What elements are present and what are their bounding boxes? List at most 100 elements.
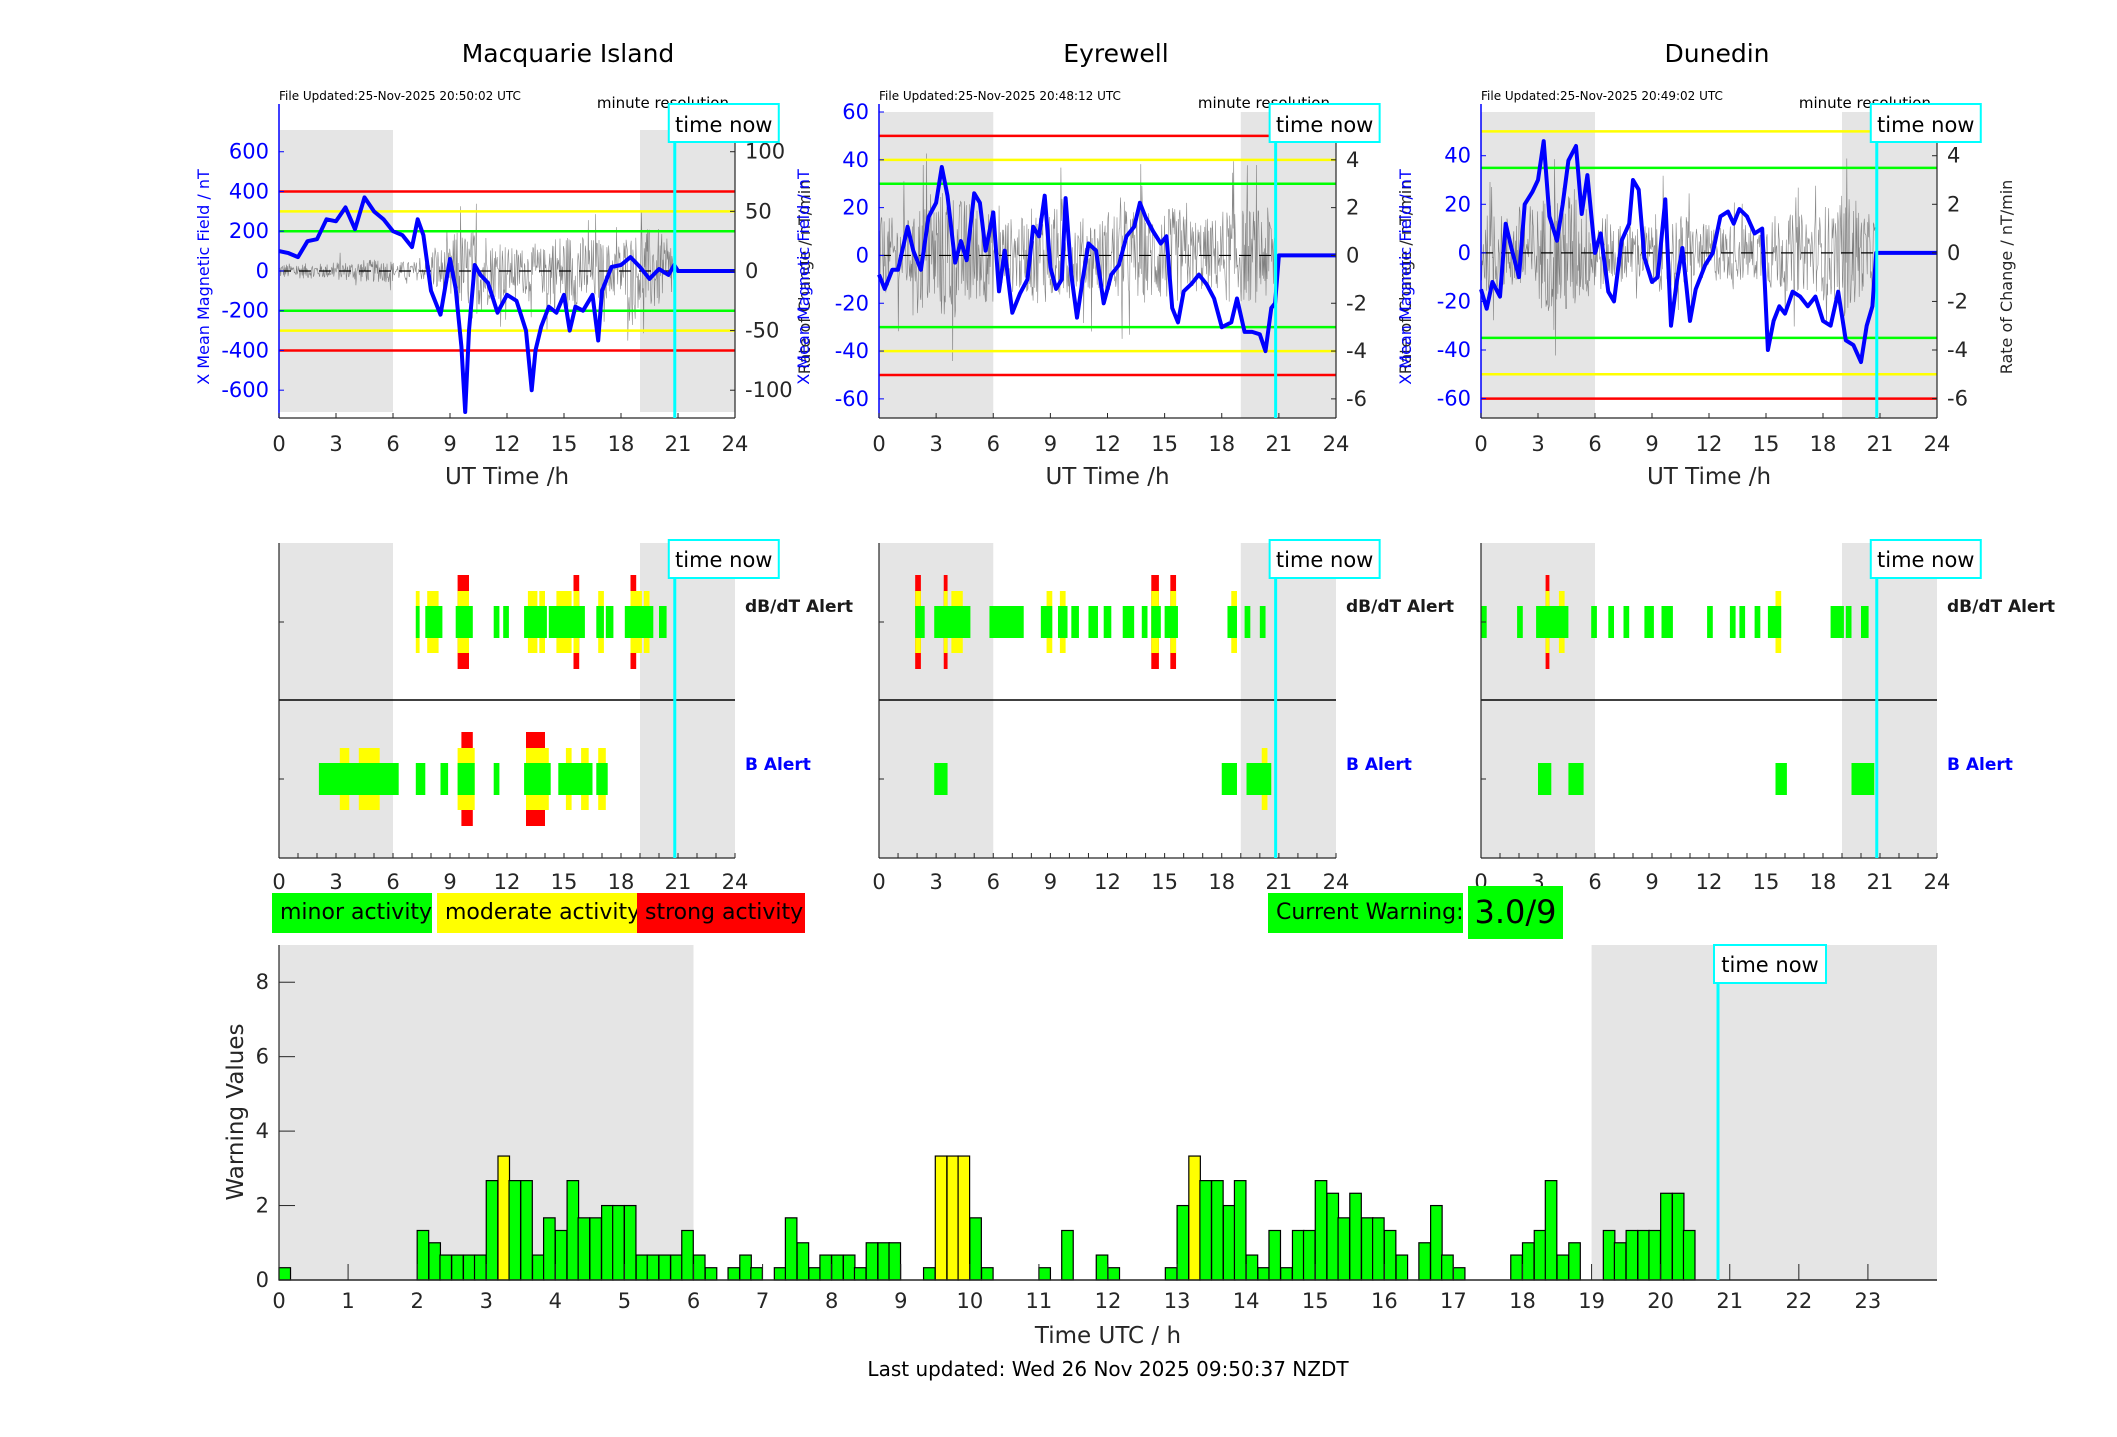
b-alert-label: B Alert bbox=[1346, 755, 1412, 775]
time-now-label: time now bbox=[675, 548, 772, 572]
x-tick-label: 18 bbox=[608, 870, 635, 894]
y-tick-label: 20 bbox=[842, 196, 869, 220]
time-now-box bbox=[1869, 103, 1982, 143]
x-tick-label: 15 bbox=[551, 432, 578, 456]
alert-panel-macquarie: 0 3 6 9 12 15 18 21 24 dB/dT Alert B Alert time now bbox=[272, 539, 853, 894]
warning-histogram: Time UTC / h Warning Values Last updated… bbox=[223, 944, 1937, 1381]
alert-segment-minor bbox=[989, 606, 1024, 638]
x-tick-label: 24 bbox=[1924, 432, 1951, 456]
y2-tick-label: -50 bbox=[745, 319, 779, 343]
alert-segment-minor bbox=[548, 606, 585, 638]
x-tick-label: 23 bbox=[1855, 1289, 1882, 1313]
warning-bar bbox=[1326, 1192, 1340, 1281]
x-tick-label: 21 bbox=[1266, 432, 1293, 456]
x-tick-label: 6 bbox=[1588, 432, 1601, 456]
dbdt-alert-label: dB/dT Alert bbox=[745, 597, 853, 617]
warning-bar bbox=[508, 1180, 522, 1281]
y-tick-label: 0 bbox=[856, 243, 869, 267]
warning-bar bbox=[589, 1217, 602, 1281]
x-tick-label: 21 bbox=[1867, 432, 1894, 456]
rate-of-change-series bbox=[878, 153, 1276, 362]
y-tick-label: 8 bbox=[256, 970, 269, 994]
time-now-label: time now bbox=[1877, 113, 1974, 137]
alert-segment-minor bbox=[1767, 606, 1782, 638]
x-tick-label: 6 bbox=[386, 432, 399, 456]
legend-minor-activity: minor activity bbox=[272, 893, 432, 933]
x-tick-label: 12 bbox=[1095, 1289, 1122, 1313]
warning-bar bbox=[1302, 1229, 1316, 1281]
x-tick-label: 18 bbox=[1509, 1289, 1536, 1313]
warning-bar bbox=[1245, 1254, 1259, 1281]
warning-bar bbox=[670, 1254, 683, 1281]
x-tick-label: 8 bbox=[825, 1289, 838, 1313]
x-tick-label: 1 bbox=[341, 1289, 354, 1313]
alert-segment-minor bbox=[455, 606, 473, 638]
alert-segment-minor bbox=[1591, 606, 1597, 638]
x-tick-label: 21 bbox=[1266, 870, 1293, 894]
warning-bar bbox=[1280, 1267, 1293, 1281]
station-plot-eyrewell: Eyrewell File Updated:25-Nov-2025 20:48:… bbox=[794, 39, 1415, 490]
last-updated-footer: Last updated: Wed 26 Nov 2025 09:50:37 N… bbox=[867, 1357, 1349, 1381]
x-tick-label: 0 bbox=[872, 432, 885, 456]
x-tick-label: 15 bbox=[1151, 432, 1178, 456]
x-axis-label: UT Time /h bbox=[445, 464, 569, 490]
x-tick-label: 0 bbox=[272, 432, 285, 456]
y-tick-label: 0 bbox=[1458, 241, 1471, 265]
x-tick-label: 18 bbox=[1810, 870, 1837, 894]
warning-bar bbox=[1383, 1229, 1397, 1281]
x-tick-label: 3 bbox=[1531, 432, 1544, 456]
alert-segment-minor bbox=[1608, 606, 1614, 638]
alert-segment-minor bbox=[1739, 606, 1746, 638]
alert-segment-minor bbox=[1729, 606, 1736, 638]
y-tick-label: -200 bbox=[221, 299, 269, 323]
y2-tick-label: 50 bbox=[745, 199, 772, 223]
magnetic-field-series bbox=[278, 195, 735, 414]
station-plot-dunedin: Dunedin File Updated:25-Nov-2025 20:49:0… bbox=[1396, 39, 2016, 490]
warning-bar bbox=[1164, 1267, 1178, 1281]
x-tick-label: 12 bbox=[1094, 432, 1121, 456]
b-alert-label: B Alert bbox=[1947, 755, 2013, 775]
alert-segment-minor bbox=[524, 763, 551, 795]
warning-bar bbox=[623, 1204, 637, 1281]
warning-bar bbox=[1613, 1242, 1627, 1281]
x-tick-label: 24 bbox=[722, 870, 749, 894]
x-tick-label: 6 bbox=[987, 870, 1000, 894]
rate-of-change-series bbox=[1480, 158, 1878, 356]
x-tick-label: 6 bbox=[386, 870, 399, 894]
x-tick-label: 6 bbox=[1588, 870, 1601, 894]
alert-segment-minor bbox=[1122, 606, 1135, 638]
x-tick-label: 12 bbox=[494, 870, 521, 894]
x-tick-label: 0 bbox=[272, 870, 285, 894]
y-tick-label: 400 bbox=[229, 179, 269, 203]
alert-segment-minor bbox=[415, 606, 420, 638]
x-tick-label: 9 bbox=[443, 870, 456, 894]
warning-bar bbox=[485, 1180, 499, 1281]
dbdt-alert-label: dB/dT Alert bbox=[1346, 597, 1454, 617]
magnetic-field-series bbox=[877, 165, 1336, 354]
alert-segment-minor bbox=[1851, 763, 1875, 795]
alert-segment-minor bbox=[1141, 606, 1148, 638]
y2-tick-label: -6 bbox=[1947, 387, 1968, 411]
b-alert-label: B Alert bbox=[745, 755, 811, 775]
x-tick-label: 12 bbox=[1696, 870, 1723, 894]
warning-bar bbox=[853, 1267, 867, 1281]
alert-segment-minor bbox=[1623, 606, 1630, 638]
right-y-axis-label: Rate of Change / nT/min bbox=[795, 180, 814, 375]
x-tick-label: 21 bbox=[1867, 870, 1894, 894]
time-now-box bbox=[1268, 539, 1381, 579]
warning-bar bbox=[428, 1242, 442, 1281]
station-plot-macquarie: Macquarie Island File Updated:25-Nov-202… bbox=[194, 39, 814, 490]
x-tick-label: 16 bbox=[1371, 1289, 1398, 1313]
histogram-ylabel: Warning Values bbox=[223, 1023, 249, 1200]
warning-bar bbox=[934, 1155, 948, 1281]
warning-bar bbox=[1510, 1254, 1523, 1281]
x-axis-label: UT Time /h bbox=[1045, 464, 1169, 490]
warning-bar bbox=[1222, 1204, 1236, 1281]
y2-tick-label: 4 bbox=[1947, 144, 1960, 168]
warning-bar bbox=[1199, 1180, 1212, 1281]
warning-bar bbox=[957, 1155, 971, 1281]
warning-bar bbox=[1521, 1242, 1535, 1281]
y2-tick-label: -6 bbox=[1346, 387, 1367, 411]
warning-bar bbox=[946, 1155, 960, 1281]
